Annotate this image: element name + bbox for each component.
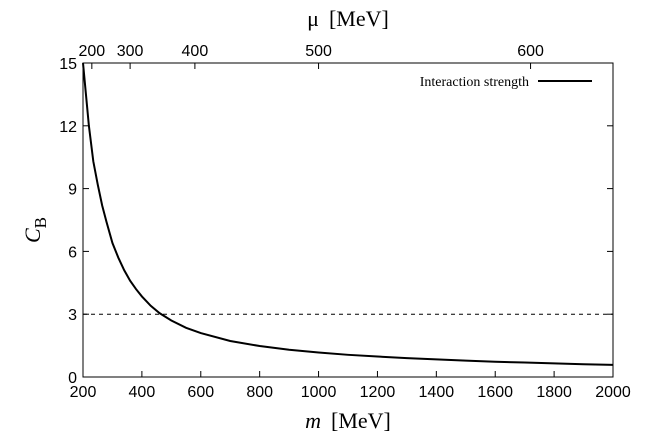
top-tick-label: 600 — [517, 43, 544, 60]
x-axis-title: m [MeV] — [305, 408, 391, 433]
top-axis-symbol: μ — [307, 6, 319, 31]
x-tick-label: 1400 — [419, 384, 455, 401]
y-tick-label: 0 — [68, 370, 77, 387]
top-tick-label: 400 — [182, 43, 209, 60]
top-tick-label: 500 — [305, 43, 332, 60]
x-tick-label: 600 — [187, 384, 214, 401]
x-tick-label: 400 — [129, 384, 156, 401]
y-tick-label: 6 — [68, 244, 77, 261]
legend: Interaction strength — [420, 75, 592, 90]
y-tick-label: 12 — [59, 119, 77, 136]
plot-marks — [82, 62, 614, 366]
y-tick-label: 9 — [68, 182, 77, 199]
y-tick-label: 15 — [59, 56, 77, 73]
x-tick-label: 1600 — [477, 384, 513, 401]
x-tick-label: 1200 — [360, 384, 396, 401]
interaction-strength-line — [82, 62, 614, 366]
x-axis-unit: [MeV] — [331, 408, 391, 433]
y-axis-subscript: B — [31, 217, 50, 228]
y-axis-symbol: C — [20, 228, 45, 243]
x-tick-label: 1800 — [536, 384, 572, 401]
top-tick-label: 200 — [78, 43, 105, 60]
x-axis-symbol: m — [305, 408, 321, 433]
axis-ticks — [82, 62, 614, 378]
top-tick-label: 300 — [117, 43, 144, 60]
legend-label: Interaction strength — [420, 75, 529, 90]
y-tick-label: 3 — [68, 307, 77, 324]
x-tick-label: 1000 — [301, 384, 337, 401]
top-axis-unit: [MeV] — [329, 6, 389, 31]
tick-labels: 200 400 600 800 1000 1200 1400 1600 1800 2000 0 3 6 9… — [59, 43, 631, 401]
plot-frame — [82, 62, 614, 378]
x-tick-label: 800 — [246, 384, 273, 401]
y-axis-title: CB — [20, 217, 50, 243]
x-tick-label: 2000 — [595, 384, 631, 401]
top-axis-title: μ [MeV] — [307, 6, 389, 31]
x-tick-label: 200 — [70, 384, 97, 401]
